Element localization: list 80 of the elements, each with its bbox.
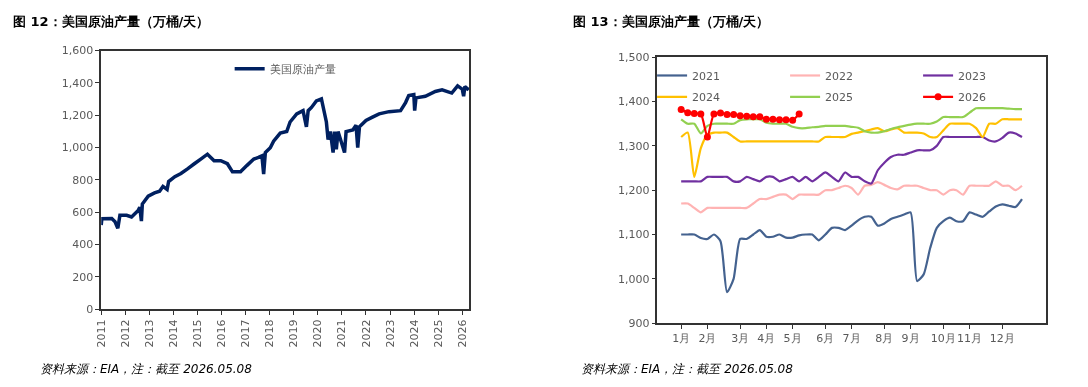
x-tick-label: 2015 bbox=[191, 319, 205, 348]
legend-label: 2023 bbox=[958, 69, 987, 83]
point bbox=[723, 110, 731, 118]
x-tick-label: 2022 bbox=[359, 319, 373, 348]
point bbox=[677, 106, 685, 114]
x-tick-label: 2024 bbox=[407, 319, 421, 348]
y-tick-label: 1,400 bbox=[617, 95, 650, 109]
x-tick-label: 2018 bbox=[263, 319, 277, 348]
x-tick-label: 6月 bbox=[816, 332, 835, 346]
x-tick-label: 2021 bbox=[335, 319, 349, 348]
x-tick-label: 2019 bbox=[287, 319, 301, 348]
line-series bbox=[680, 197, 1024, 294]
y-tick-label: 1,000 bbox=[61, 141, 94, 155]
text: 资料来源：EIA，注：截至 2026.05.08 bbox=[581, 362, 794, 376]
point bbox=[710, 110, 718, 118]
chart-title: 图 13：美国原油产量（万桶/天） bbox=[573, 14, 770, 29]
point bbox=[795, 110, 803, 118]
x-tick-label: 7月 bbox=[842, 332, 861, 346]
y-tick-label: 1,300 bbox=[617, 139, 650, 153]
point bbox=[684, 109, 692, 117]
point bbox=[697, 110, 705, 118]
x-tick-label: 12月 bbox=[989, 332, 1015, 346]
x-tick-label: 2月 bbox=[698, 332, 717, 346]
x-tick-label: 2013 bbox=[142, 319, 156, 348]
chart-title: 图 12：美国原油产量（万桶/天） bbox=[13, 14, 210, 29]
point bbox=[769, 115, 777, 123]
x-tick-label: 3月 bbox=[731, 332, 750, 346]
y-tick-label: 1,100 bbox=[617, 228, 650, 242]
x-tick-label: 2025 bbox=[431, 319, 445, 348]
x-tick-label: 8月 bbox=[875, 332, 894, 346]
y-tick-label: 900 bbox=[628, 317, 650, 330]
line-series bbox=[680, 131, 1024, 185]
y-tick-label: 1,000 bbox=[617, 272, 650, 286]
y-tick-label: 600 bbox=[72, 206, 94, 220]
point bbox=[703, 133, 711, 141]
y-tick-label: 0 bbox=[86, 303, 94, 317]
y-tick-label: 1,400 bbox=[61, 76, 94, 90]
point bbox=[690, 110, 698, 118]
x-tick-label: 2020 bbox=[311, 319, 325, 348]
point bbox=[749, 113, 757, 121]
x-tick-label: 2026 bbox=[455, 319, 469, 348]
x-tick-label: 2023 bbox=[383, 319, 397, 348]
point bbox=[717, 109, 724, 117]
y-tick-label: 1,200 bbox=[617, 184, 650, 198]
point bbox=[736, 112, 744, 120]
point bbox=[782, 116, 790, 124]
legend-label: 美国原油产量 bbox=[269, 63, 336, 77]
x-tick-label: 2011 bbox=[94, 319, 108, 348]
x-tick-label: 11月 bbox=[957, 332, 983, 346]
point bbox=[789, 116, 797, 124]
legend-label: 2024 bbox=[692, 91, 721, 105]
point bbox=[762, 115, 770, 123]
point bbox=[756, 113, 764, 121]
legend-label: 2021 bbox=[692, 69, 721, 83]
line-series bbox=[101, 84, 470, 231]
x-tick-label: 2012 bbox=[118, 319, 132, 348]
x-tick-label: 5月 bbox=[783, 332, 802, 346]
y-tick-label: 400 bbox=[72, 238, 94, 252]
point bbox=[743, 112, 751, 120]
x-tick-label: 2017 bbox=[239, 319, 253, 348]
x-tick-label: 2016 bbox=[215, 319, 229, 348]
line-series bbox=[680, 118, 1024, 178]
y-tick-label: 1,200 bbox=[61, 109, 94, 123]
legend-label: 2025 bbox=[825, 91, 854, 105]
legend-label: 2022 bbox=[825, 69, 854, 83]
legend-label: 2026 bbox=[958, 91, 987, 105]
y-tick-label: 1,500 bbox=[617, 51, 650, 65]
x-tick-label: 2014 bbox=[167, 319, 181, 348]
x-tick-label: 10月 bbox=[930, 332, 956, 346]
x-tick-label: 1月 bbox=[672, 332, 691, 346]
y-tick-label: 1,600 bbox=[61, 44, 94, 58]
text: 资料来源：EIA，注：截至 2026.05.08 bbox=[40, 362, 253, 376]
x-tick-label: 4月 bbox=[757, 332, 776, 346]
y-tick-label: 800 bbox=[72, 173, 94, 187]
line-series bbox=[680, 107, 1024, 135]
y-tick-label: 200 bbox=[72, 270, 94, 284]
line-series bbox=[680, 180, 1024, 214]
x-tick-label: 9月 bbox=[901, 332, 920, 346]
point bbox=[730, 110, 738, 118]
point bbox=[775, 116, 783, 124]
